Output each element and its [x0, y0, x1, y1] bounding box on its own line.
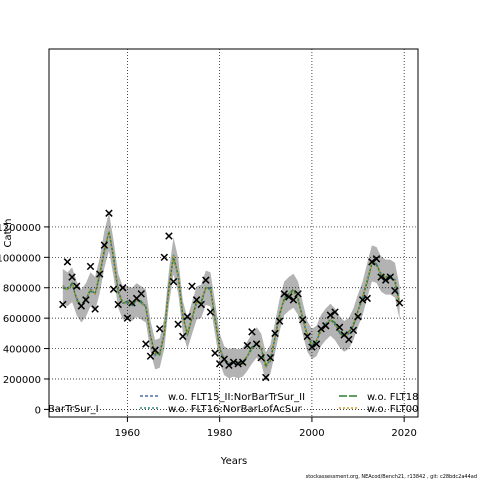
observed-point: [77, 302, 86, 310]
observed-point: [349, 326, 358, 335]
observed-point: [220, 355, 229, 363]
observed-point: [91, 305, 99, 313]
observed-point: [335, 323, 344, 332]
observed-point: [280, 290, 288, 298]
observed-point: [285, 293, 293, 301]
observed-point: [211, 349, 219, 357]
observed-point: [174, 320, 182, 328]
observed-point: [368, 258, 376, 266]
plot-frame: [48, 48, 419, 418]
legend-left-fragment: BarTrSur_I: [48, 404, 99, 415]
observed-point: [165, 232, 173, 240]
x-tick-label: 1980: [207, 428, 232, 439]
y-axis-label: Catch: [3, 219, 14, 248]
observed-point: [179, 332, 187, 341]
legend-label-flt16: w.o. FLT16:NorBarLofAcSur: [168, 404, 303, 415]
observed-point: [188, 282, 196, 290]
observed-point: [197, 300, 205, 309]
observed-point: [395, 299, 404, 307]
observed-point: [257, 353, 265, 362]
observed-point: [317, 325, 325, 333]
y-tick-label: 200000: [3, 375, 41, 386]
observed-point: [119, 284, 127, 292]
legend-label-flt00: w.o. FLT00: [367, 404, 419, 415]
y-tick-label: 600000: [3, 314, 41, 325]
observed-point: [96, 270, 104, 278]
observed-point: [377, 273, 385, 281]
observed-point: [114, 300, 122, 309]
observed-point: [322, 322, 330, 330]
observed-point: [391, 287, 399, 295]
observed-point: [243, 341, 252, 350]
observed-point: [206, 308, 215, 316]
observed-point: [266, 353, 275, 362]
observed-point: [146, 352, 155, 360]
y-tick-label: 0: [35, 405, 41, 416]
observed-point: [63, 258, 72, 266]
footer-note: stockassessment.org, NEAcod/Bench21, r13…: [306, 474, 477, 480]
observed-point: [155, 325, 164, 333]
observed-point: [105, 209, 113, 217]
observed-point: [294, 290, 302, 298]
x-tick-label: 1960: [115, 428, 140, 439]
legend-label-flt15: w.o. FLT15_II:NorBarTrSur_II: [168, 392, 305, 403]
observed-point: [169, 277, 178, 286]
x-tick-label: 2020: [391, 428, 416, 439]
y-tick-label: 400000: [3, 345, 41, 356]
observed-point: [82, 296, 90, 304]
grid-layer: [49, 49, 418, 417]
observed-point: [68, 273, 76, 281]
observed-point: [72, 282, 81, 290]
observed-point: [225, 361, 233, 370]
observed-point: [252, 340, 261, 348]
confidence-band-layer: [62, 212, 400, 382]
observed-point: [123, 314, 132, 322]
legend: BarTrSur_I w.o. FLT15_II:NorBarTrSur_II …: [48, 392, 419, 415]
observed-point: [234, 360, 242, 368]
y-axis-ticks: 0 200000 400000 600000 800000 1000000 1200000: [0, 223, 49, 416]
x-tick-label: 2000: [299, 428, 324, 439]
observed-point: [248, 328, 256, 336]
observed-point: [275, 317, 284, 325]
observed-catch-markers: [59, 209, 404, 382]
observed-point: [312, 340, 321, 348]
observed-point: [303, 332, 312, 341]
legend-label-flt18: w.o. FLT18: [367, 392, 419, 403]
confidence-band: [62, 212, 400, 382]
observed-point: [289, 296, 298, 304]
observed-point: [109, 285, 118, 293]
y-tick-label: 800000: [3, 284, 41, 295]
observed-point: [386, 273, 395, 281]
observed-point: [271, 329, 279, 338]
observed-point: [381, 276, 390, 284]
y-tick-label: 1000000: [0, 253, 41, 264]
y-tick-label: 1200000: [0, 223, 41, 234]
observed-point: [308, 343, 316, 351]
observed-point: [372, 255, 381, 263]
observed-point: [345, 335, 353, 344]
observed-point: [363, 294, 371, 303]
observed-point: [86, 262, 95, 271]
x-axis-label: Years: [220, 456, 247, 467]
observed-point: [262, 373, 270, 382]
observed-point: [100, 241, 109, 249]
x-axis-ticks: 1960 1980 2000 2020: [115, 417, 417, 439]
observed-point: [151, 346, 159, 354]
observed-point: [326, 311, 335, 319]
observed-point: [202, 276, 210, 284]
observed-point: [354, 312, 362, 321]
observed-point: [59, 300, 67, 309]
observed-point: [358, 296, 367, 304]
observed-point: [160, 253, 169, 262]
observed-point: [137, 290, 145, 298]
observed-point: [229, 358, 238, 366]
observed-point: [331, 308, 339, 316]
observed-point: [142, 340, 150, 348]
observed-point: [298, 315, 307, 324]
observed-point: [238, 358, 247, 366]
observed-point: [183, 312, 192, 321]
